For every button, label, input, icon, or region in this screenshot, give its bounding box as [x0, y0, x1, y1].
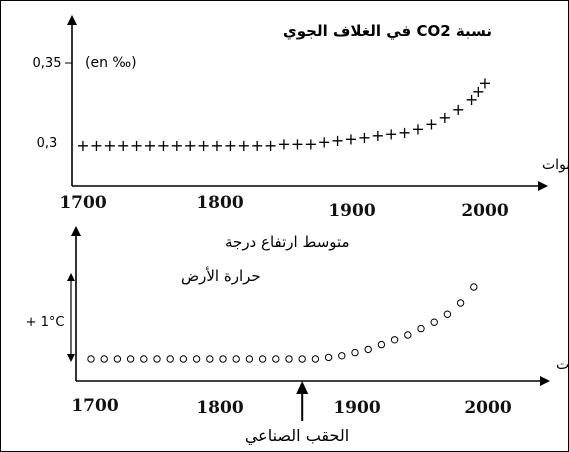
temp-point-1750: [153, 355, 161, 363]
co2-point-1910: +: [358, 128, 371, 147]
temp-point-1860: [298, 355, 306, 363]
temp-point-1830: [258, 355, 267, 363]
temp-point-1770: [179, 355, 188, 363]
temp-x-axis-arrow: [540, 376, 550, 386]
industrial-era-label: الحقب الصناعي: [245, 426, 349, 446]
co2-point-1850: +: [277, 134, 290, 153]
co2-xlabel: السنوات: [542, 157, 568, 173]
temp-scale-label: + 1°C: [26, 315, 65, 330]
co2-point-1970: +: [438, 108, 451, 127]
co2-series: + + + + + + + + + + + + + + + + + + + + + + + + + + + + ++++: [76, 74, 491, 155]
temp-point-1880: [324, 353, 333, 362]
temp-point-1820: [245, 355, 254, 363]
co2-y-tick-label-035: 0,35: [33, 56, 62, 71]
temp-x-tick-1700: 1700: [71, 396, 118, 416]
temp-series: [87, 283, 478, 363]
co2-point-1730: +: [116, 136, 129, 155]
temp-point-1900: [351, 348, 359, 357]
co2-point-1790: +: [197, 136, 210, 155]
co2-y-tick-label-03: 0,3: [37, 136, 58, 151]
temp-x-tick-1800: 1800: [196, 398, 243, 418]
temp-point-1930: [390, 336, 399, 344]
temp-point-1720: [113, 355, 122, 363]
co2-point-1860: +: [291, 134, 304, 153]
temp-point-1700: [87, 355, 95, 363]
co2-point-1920: +: [371, 126, 384, 145]
temp-point-1740: [140, 355, 148, 363]
temp-point-1970: [443, 310, 452, 318]
temp-point-1840: [272, 355, 280, 363]
temp-point-1960: [430, 318, 438, 326]
temp-point-1950: [417, 324, 425, 333]
co2-point-1940: +: [398, 123, 411, 142]
co2-point-1700: +: [76, 136, 89, 155]
co2-point-1900: +: [344, 129, 357, 148]
co2-point-1960: +: [425, 115, 438, 134]
temp-point-1940: [404, 331, 412, 339]
co2-x-tick-2000: 2000: [461, 201, 508, 221]
temp-x-tick-2000: 2000: [464, 398, 511, 418]
temp-point-1810: [232, 355, 240, 363]
temp-ylabel-line1: متوسط ارتفاع درجة: [225, 233, 350, 251]
co2-point-1740: +: [130, 136, 143, 155]
temp-point-1980: [456, 299, 465, 307]
temp-point-1850: [285, 355, 293, 363]
co2-point-1980: +: [451, 100, 464, 119]
co2-ylabel: نسبة CO2 في الغلاف الجوي: [283, 22, 492, 41]
co2-x-tick-1700: 1700: [59, 193, 106, 213]
temp-x-tick-1900: 1900: [333, 398, 380, 418]
temp-point-1870: [311, 355, 320, 363]
co2-point-1930: +: [384, 125, 397, 144]
temp-ylabel-line2: حرارة الأرض: [181, 266, 261, 285]
temp-point-1710: [100, 355, 108, 363]
co2-y-axis-arrow: [67, 15, 77, 25]
co2-point-1820: +: [237, 136, 250, 155]
co2-point-2000: +: [478, 74, 491, 93]
temp-chart: متوسط ارتفاع درجة حرارة الأرض + 1°C السن…: [26, 226, 568, 446]
co2-x-tick-1900: 1900: [328, 201, 375, 221]
co2-point-1760: +: [157, 136, 170, 155]
temp-point-1730: [126, 355, 135, 363]
co2-point-1770: +: [170, 136, 183, 155]
co2-point-1990: +: [465, 90, 478, 109]
co2-point-1950: +: [411, 120, 424, 139]
temp-point-1990: [470, 283, 478, 291]
industrial-era-arrow-head: [296, 381, 309, 394]
temp-point-1800: [219, 355, 227, 363]
co2-point-1710: +: [90, 136, 103, 155]
temp-point-1920: [377, 340, 386, 349]
temp-xlabel: السنوات: [556, 357, 568, 373]
co2-point-1890: +: [331, 131, 344, 150]
co2-point-1840: +: [264, 136, 277, 155]
co2-point-1720: +: [103, 136, 116, 155]
temp-point-1910: [364, 345, 372, 354]
co2-chart: نسبة CO2 في الغلاف الجوي (en ‰) 0,35 0,3…: [33, 15, 568, 221]
temp-scale-arrow-down: [67, 354, 75, 362]
co2-ylabel-unit: (en ‰): [85, 55, 137, 71]
co2-point-1750: +: [143, 136, 156, 155]
co2-point-1810: +: [224, 136, 237, 155]
co2-x-axis-arrow: [538, 181, 548, 191]
co2-point-1800: +: [210, 136, 223, 155]
temp-scale-arrow-up: [67, 273, 75, 281]
temp-point-1780: [192, 355, 201, 363]
co2-point-1830: +: [250, 136, 263, 155]
co2-point-1880: +: [317, 133, 330, 152]
co2-x-tick-1800: 1800: [196, 193, 243, 213]
temp-point-1790: [206, 355, 214, 363]
temp-point-1890: [338, 352, 346, 360]
co2-point-1870: +: [304, 134, 317, 153]
temp-point-1760: [166, 355, 174, 363]
temp-y-axis-arrow: [71, 226, 81, 236]
co2-point-1995: +: [472, 82, 485, 101]
co2-point-1780: +: [183, 136, 196, 155]
